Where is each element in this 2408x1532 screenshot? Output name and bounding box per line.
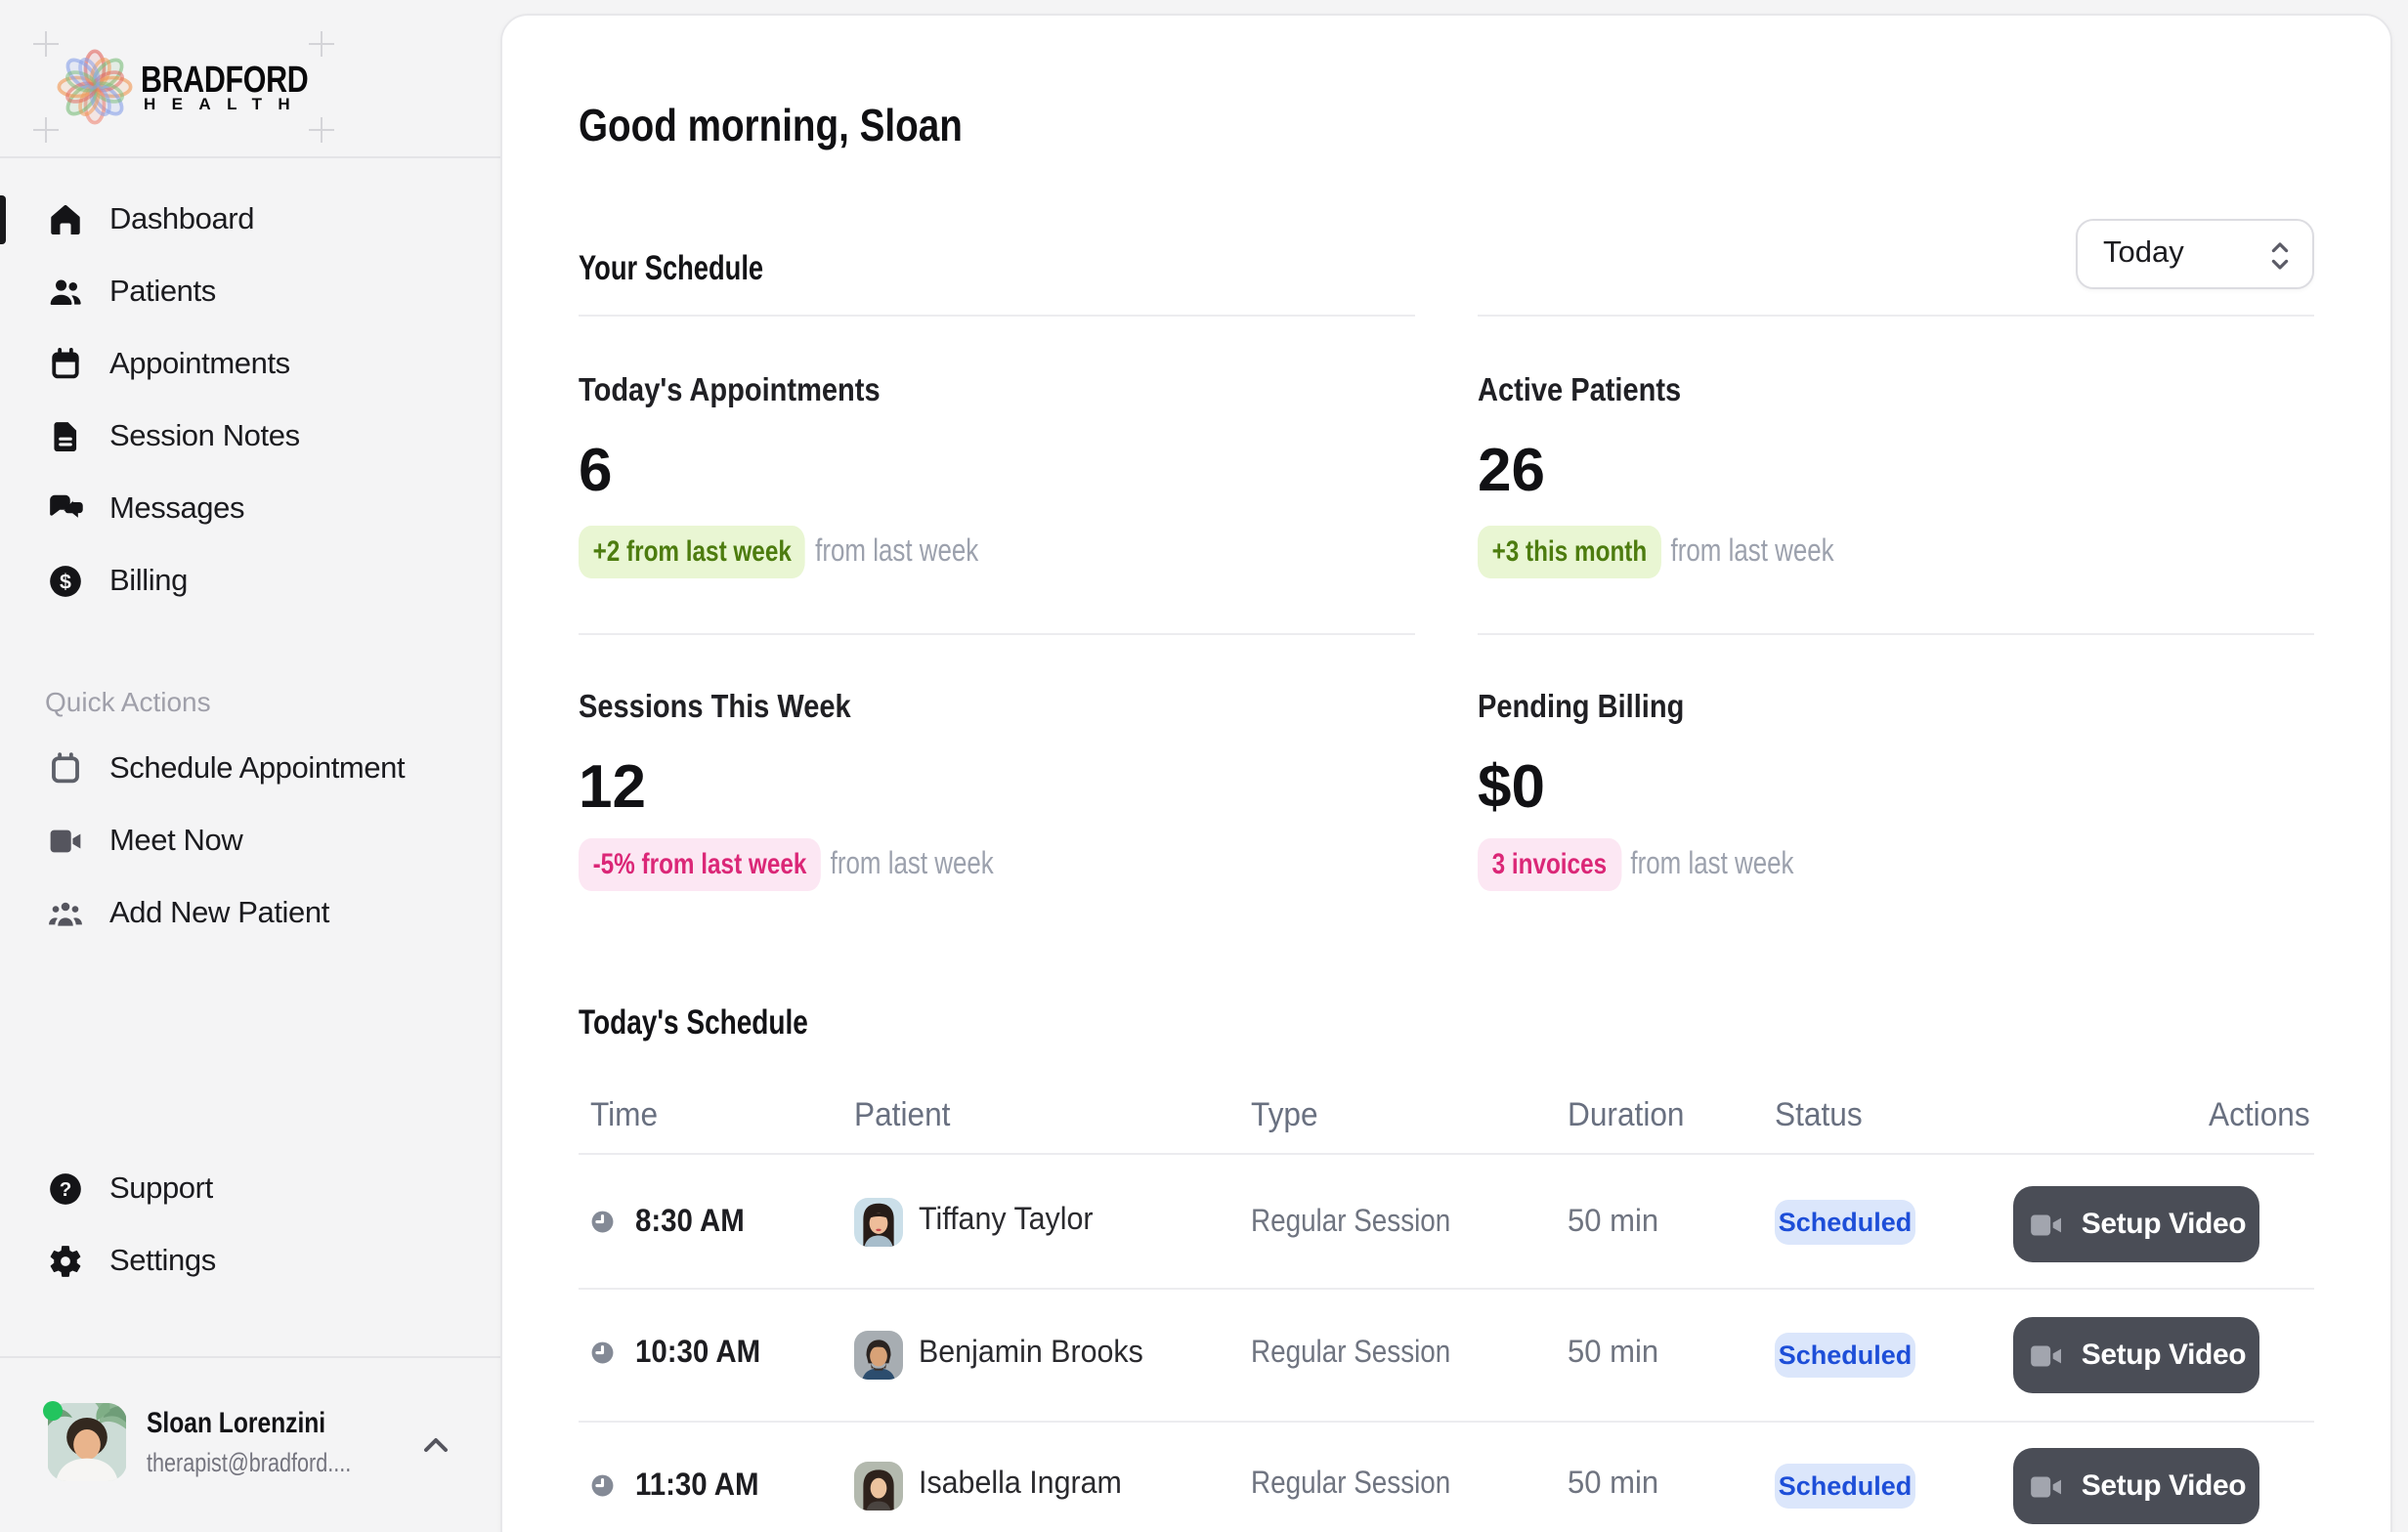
svg-text:$: $ (60, 570, 71, 593)
svg-text:?: ? (60, 1178, 72, 1201)
